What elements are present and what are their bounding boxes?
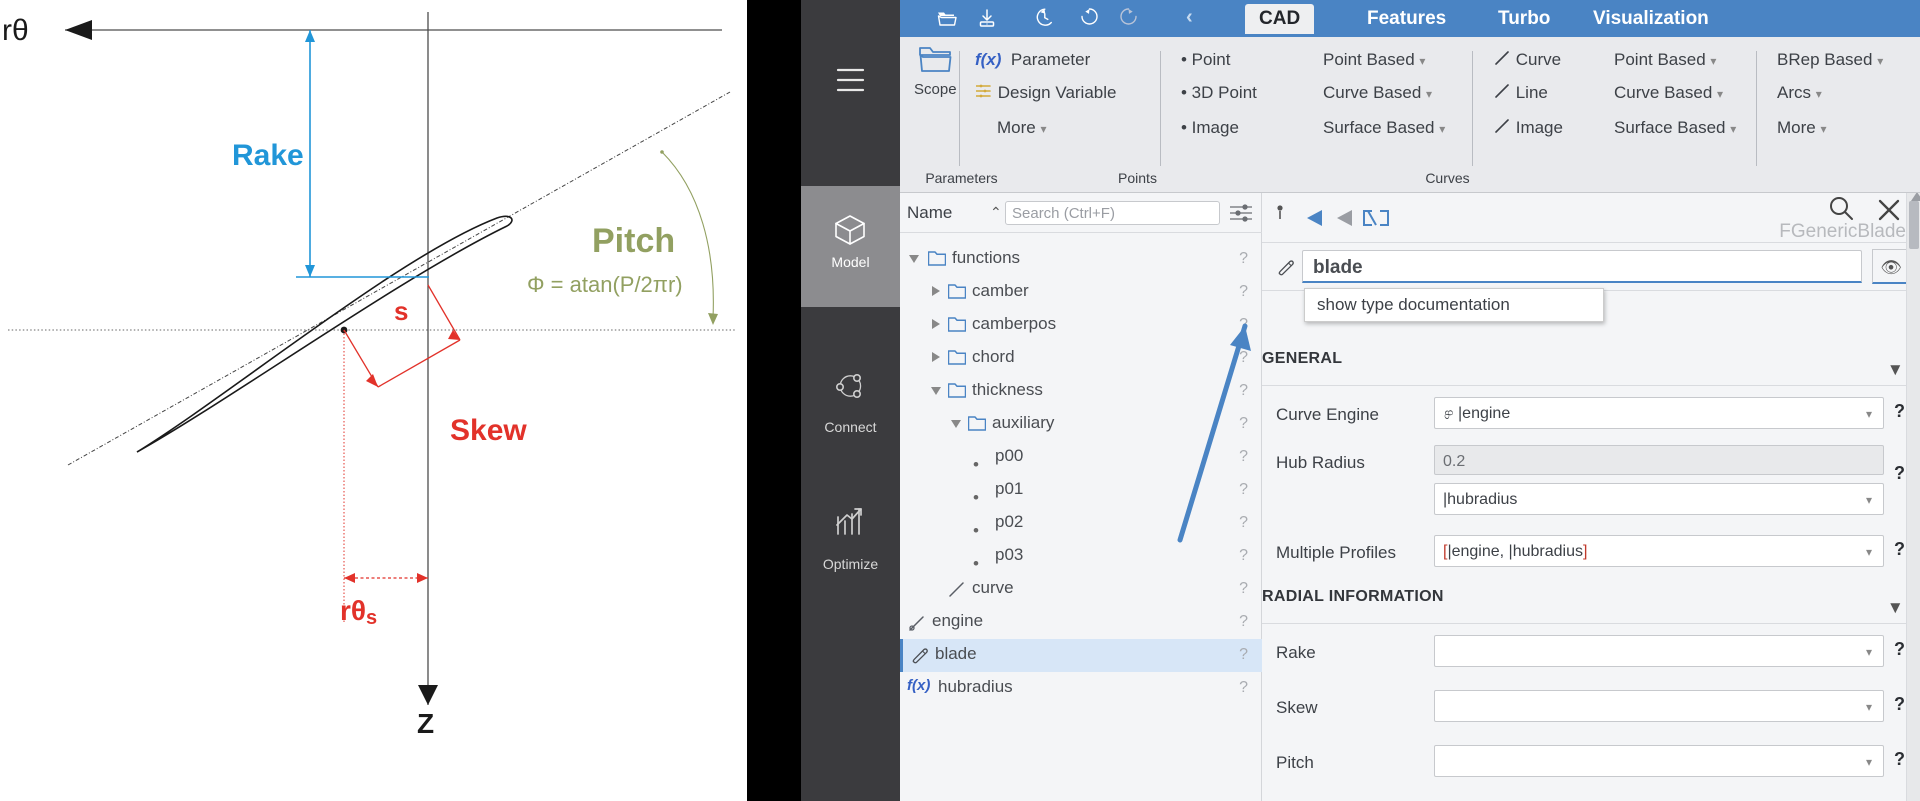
- svg-text:Φ = atan(P/2πr): Φ = atan(P/2πr): [527, 272, 683, 297]
- svg-text:rθs: rθs: [340, 595, 377, 629]
- svg-text:rθ: rθ: [2, 14, 29, 47]
- svg-text:Pitch: Pitch: [592, 222, 675, 260]
- svg-text:Skew: Skew: [450, 414, 527, 447]
- svg-text:‹: ‹: [1186, 6, 1193, 28]
- svg-text:Rake: Rake: [232, 139, 304, 172]
- svg-text:s: s: [394, 296, 408, 326]
- svg-text:Z: Z: [417, 708, 434, 739]
